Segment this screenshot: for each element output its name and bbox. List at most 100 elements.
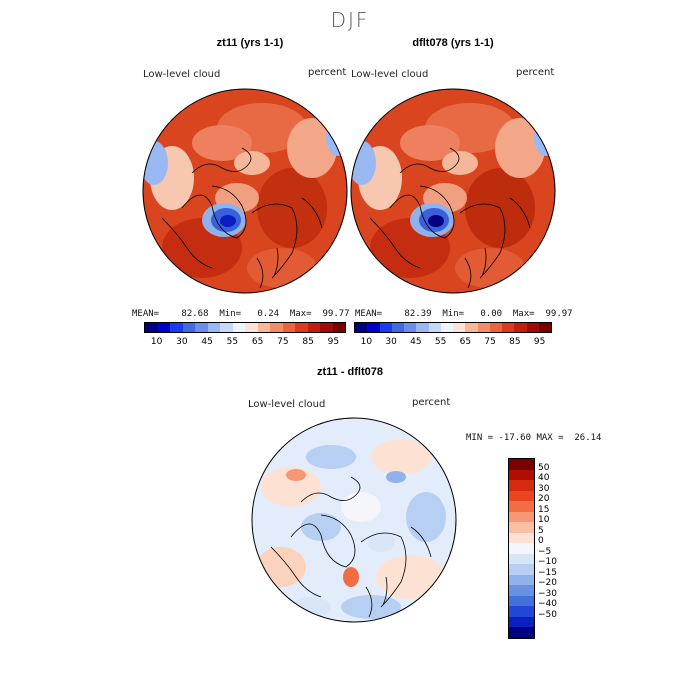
colorbar-swatch: [526, 323, 539, 332]
colorbar-tick-label: 95: [327, 337, 340, 347]
colorbar-tick-label: 30: [176, 337, 188, 347]
diff-map: [251, 417, 457, 623]
colorbar-tick-label: 10: [360, 337, 373, 347]
panel-1-units-label: percent: [308, 67, 347, 78]
colorbar-tick-label: −15: [538, 567, 557, 578]
colorbar-tick-label: −50: [538, 609, 557, 620]
colorbar-swatch: [367, 323, 380, 332]
colorbar-tick-label: 85: [509, 337, 521, 347]
colorbar-tick-label: −40: [538, 599, 557, 609]
colorbar-tick-label: 40: [538, 473, 550, 483]
colorbar-tick-label: −10: [538, 557, 557, 567]
panel-1-colorbar: [144, 322, 346, 333]
colorbar-swatch: [538, 323, 551, 332]
colorbar-swatch: [509, 501, 534, 512]
colorbar-swatch: [465, 323, 478, 332]
panel-1-stats: MEAN= 82.68 Min= 0.24 Max= 99.77: [132, 309, 350, 319]
colorbar-swatch: [509, 564, 534, 575]
colorbar-swatch: [416, 323, 429, 332]
panel-2-stats: MEAN= 82.39 Min= 0.00 Max= 99.97: [355, 309, 573, 319]
colorbar-swatch: [404, 323, 417, 332]
colorbar-tick-label: −5: [538, 546, 552, 557]
colorbar-tick-label: 65: [251, 337, 264, 347]
colorbar-swatch: [509, 532, 534, 543]
colorbar-swatch: [509, 480, 534, 491]
mean-value: 82.68: [181, 309, 209, 319]
panel-1-variable-label: Low-level cloud: [143, 69, 221, 80]
colorbar-tick-label: 5: [538, 525, 544, 536]
diff-minmax: MIN = -17.60 MAX = 26.14: [466, 433, 602, 443]
min-value: 0.24: [257, 309, 280, 319]
colorbar-tick-label: −30: [538, 588, 557, 599]
colorbar-tick-label: 0: [538, 536, 544, 546]
colorbar-swatch: [509, 459, 534, 470]
colorbar-tick-label: 45: [201, 337, 213, 347]
colorbar-tick-label: −20: [538, 578, 557, 588]
colorbar-swatch: [489, 323, 502, 332]
colorbar-swatch: [270, 323, 283, 332]
colorbar-swatch: [509, 574, 534, 585]
diff-units-label: percent: [412, 397, 451, 408]
colorbar-swatch: [509, 490, 534, 501]
colorbar-swatch: [220, 323, 233, 332]
colorbar-swatch: [509, 595, 534, 606]
colorbar-swatch: [514, 323, 527, 332]
colorbar-swatch: [355, 323, 368, 332]
colorbar-tick-label: 30: [385, 337, 397, 347]
colorbar-tick-label: 15: [538, 504, 550, 515]
colorbar-tick-label: 45: [410, 337, 422, 347]
min-value: 0.00: [480, 309, 503, 319]
panel-2-units-label: percent: [516, 67, 555, 78]
colorbar-swatch: [509, 511, 534, 522]
min-label: Min=: [442, 309, 465, 319]
panel-2-map: [350, 88, 556, 294]
colorbar-tick-label: 85: [302, 337, 314, 347]
colorbar-tick-label: 65: [459, 337, 472, 347]
colorbar-swatch: [257, 323, 270, 332]
colorbar-tick-label: 95: [533, 337, 546, 347]
colorbar-swatch: [232, 323, 245, 332]
colorbar-tick-label: 30: [538, 483, 550, 494]
colorbar-tick-label: 20: [538, 494, 550, 504]
colorbar-tick-label: 75: [484, 337, 496, 347]
max-label: Max=: [289, 309, 312, 319]
colorbar-swatch: [509, 606, 534, 617]
colorbar-swatch: [379, 323, 392, 332]
colorbar-swatch: [332, 323, 345, 332]
colorbar-swatch: [509, 522, 534, 533]
diff-colorbar: [508, 458, 535, 639]
max-label: Max=: [512, 309, 535, 319]
colorbar-tick-label: 55: [434, 337, 447, 347]
colorbar-swatch: [509, 469, 534, 480]
polar-map-dflt078: [350, 88, 556, 294]
polar-map-difference: [251, 417, 457, 623]
colorbar-swatch: [195, 323, 208, 332]
panel-2-colorbar: [354, 322, 552, 333]
polar-map-zt11: [142, 88, 348, 294]
colorbar-swatch: [295, 323, 308, 332]
colorbar-tick-label: 10: [150, 337, 163, 347]
colorbar-swatch: [170, 323, 183, 332]
colorbar-swatch: [145, 323, 158, 332]
colorbar-tick-label: 50: [538, 462, 550, 473]
max-value: 99.97: [545, 309, 573, 319]
colorbar-tick-label: 55: [226, 337, 239, 347]
mean-label: MEAN=: [132, 309, 160, 319]
diff-colorbar-ticks: 50 40 30 20 15 10 5 0 −5 −10 −15 −20 −30 −40 −50: [538, 458, 578, 638]
panel-2-title: dflt078 (yrs 1-1): [412, 37, 494, 49]
colorbar-swatch: [207, 323, 220, 332]
colorbar-swatch: [509, 553, 534, 564]
colorbar-swatch: [320, 323, 333, 332]
panel-1-colorbar-ticks: 10 30 45 55 65 75 85 95: [144, 337, 346, 349]
colorbar-swatch: [440, 323, 453, 332]
colorbar-swatch: [245, 323, 258, 332]
colorbar-tick-label: 10: [538, 515, 550, 525]
season-title: DJF: [330, 8, 370, 32]
diff-title: zt11 - dflt078: [316, 366, 384, 378]
diff-variable-label: Low-level cloud: [248, 399, 326, 410]
colorbar-swatch: [391, 323, 404, 332]
colorbar-swatch: [307, 323, 320, 332]
max-value: 99.77: [322, 309, 350, 319]
colorbar-swatch: [453, 323, 466, 332]
colorbar-swatch: [428, 323, 441, 332]
